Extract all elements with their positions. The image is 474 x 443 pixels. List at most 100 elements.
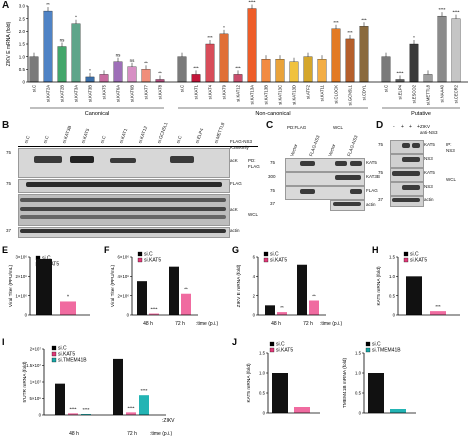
y-tick-label: 2.0 [19,29,26,34]
significance-mark: *** [207,35,213,40]
y-tick-label: 2×10⁷ [30,347,42,352]
x-tick-label: si.METTL8 [426,84,431,105]
x-tick-label: si.KAT12 [236,84,241,101]
label-pd-flag: FLAG [248,164,260,169]
label-flag-ns3: FLAG-NS3 [230,139,253,144]
bar [29,56,39,83]
y-axis-label: KAT5 mRNA (fold) [376,266,382,305]
y-tick-label: 2×10⁶ [16,274,28,279]
mw-marker: 37 [6,228,12,233]
y-tick-label: 0.5 [259,391,266,396]
y-tick-label: 1.5 [355,351,362,356]
band-actin [20,229,226,233]
y-tick-label: 3×10⁶ [16,255,28,260]
band [402,143,410,148]
legend-label: si.KAT5 [58,352,75,358]
panel-letter: I [2,337,5,347]
legend-label: si.C [144,252,153,258]
y-tick-label: 6 [253,255,256,260]
x-tick-label: si.C [32,85,37,92]
y-tick-label: 0 [22,80,25,85]
x-label: :ZIKV [162,418,175,424]
x-tick-label: si.KAT7 [144,84,149,99]
y-axis-label: ZIKV E mRNA (fold) [6,21,12,66]
y-tick-label: 5×10⁶ [30,396,42,401]
y-tick-label: 0 [359,411,362,416]
y-tick-label: 0 [127,313,130,318]
legend-swatch [365,341,371,347]
x-tick-label: si.KAT11 [320,84,325,101]
mw-marker: 37 [378,197,384,202]
band [300,161,315,166]
x-label: :time (p.i.) [196,321,219,327]
bar [71,23,81,83]
bar [272,373,288,413]
band [70,156,94,163]
bar [233,74,243,83]
lane-label: si.KAT1 [118,127,129,144]
bar [317,59,327,83]
significance-mark: **** [127,405,134,410]
bar [139,395,149,415]
y-axis-label: Viral Titer (PFU/mL) [8,264,14,307]
label-ack: acK [230,158,238,163]
bar [36,258,52,315]
significance-mark: *** [235,65,241,70]
x-tick-label: si.CDYL [362,84,367,100]
y-tick-label: 0 [25,313,28,318]
band [20,215,226,219]
panel-letter-c: C [266,120,274,131]
sign-row: - + + + [391,124,420,138]
bar [68,413,78,415]
y-tick-label: 2 [253,293,256,298]
y-tick-label: 1.0 [389,274,396,279]
x-tick-label: si.ATF2 [306,84,311,99]
legend-label: si.C [58,346,67,352]
x-label: 48 h [271,321,281,327]
bar [409,43,419,83]
group-label: Canonical [85,111,109,116]
bar [359,26,369,83]
bar [113,358,123,415]
x-label: 48 h [69,431,79,437]
significance-mark: ns [116,53,122,58]
legend-swatch [403,251,409,257]
band [335,161,347,166]
band [412,143,420,148]
significance-mark: *** [435,304,441,309]
y-tick-label: 1.5 [259,351,266,356]
bar [423,74,433,83]
lane-label: si.GCN5L1 [156,121,169,144]
lane-labels-c: Vector FLAG-NS3 Vector FLAG-NS3 [286,131,366,157]
bar [126,412,136,415]
x-tick-label: si.ELP4 [398,84,403,99]
mw-marker: 75 [378,170,384,175]
lane-label: si.C [42,135,50,144]
bar [113,61,123,83]
bar [451,18,461,83]
label-actin: actin [366,202,376,207]
label-pd-flag: PD:FLAG [287,125,307,130]
legend-label: si.C [270,252,279,258]
lane-label: si.KAT12 [137,125,149,144]
legend-label: si.C [372,342,381,348]
x-tick-label: si.KAT3B [88,85,93,102]
label-anti-ns3: anti-NS3 [420,130,438,135]
label-ns3: NS3 [424,156,433,161]
label-kat5: KAT5 [424,170,435,175]
bar [205,43,215,83]
y-tick-label: 4 [253,274,256,279]
group-label: Putative [411,111,431,116]
lane-label: si.C [175,135,183,144]
lane-label: FLAG-NS3 [308,134,321,157]
band [392,171,420,176]
label-k389only: K389only [230,145,249,150]
mw-marker: 37 [270,201,276,206]
lane-label: si.KAT5 [80,127,91,144]
panel-letter: J [232,337,237,347]
x-tick-label: si.GCN5L1 [348,84,353,105]
y-tick-label: 4×10⁶ [118,274,130,279]
y-tick-label: 2.5 [19,16,26,21]
significance-mark: **** [82,407,89,412]
